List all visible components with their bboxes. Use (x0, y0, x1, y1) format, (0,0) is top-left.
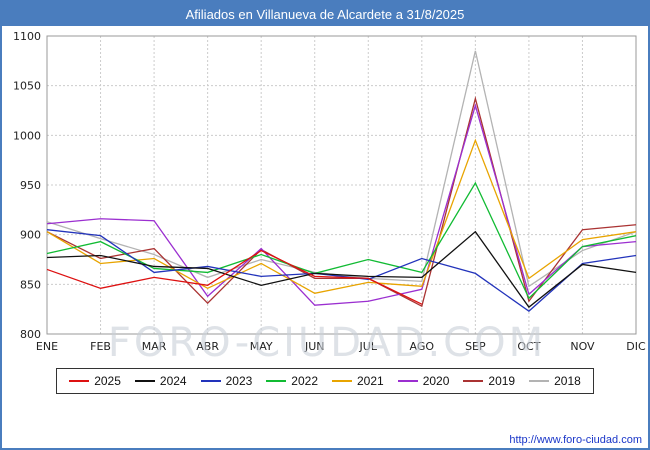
legend-label-2025: 2025 (94, 374, 121, 388)
legend-swatch-2023 (200, 380, 221, 382)
series-line-2024 (46, 230, 637, 309)
svg-text:AGO: AGO (410, 340, 435, 353)
legend-swatch-2018 (529, 380, 550, 382)
svg-text:950: 950 (20, 179, 41, 192)
legend-item-2022: 2022 (266, 374, 318, 388)
chart-area: 800 850 900 950 1000 1050 1100 ENE FEB MAR ABR MAY J… (2, 26, 648, 366)
legend-item-2024: 2024 (134, 374, 187, 388)
chart-title: Afiliados en Villanueva de Alcardete a 3… (185, 6, 465, 22)
legend-item-2019: 2019 (463, 374, 515, 388)
svg-text:850: 850 (20, 278, 41, 291)
legend-swatch-2024 (134, 380, 155, 382)
legend-item-2020: 2020 (397, 374, 450, 388)
legend-item-2023: 2023 (200, 374, 253, 388)
legend-label-2024: 2024 (159, 374, 187, 388)
svg-text:JUN: JUN (304, 340, 325, 353)
chart-legend: 2025 2024 2023 2022 2021 2020 2019 2018 (56, 368, 594, 394)
legend-item-2018: 2018 (529, 374, 581, 388)
legend-label-2023: 2023 (225, 374, 253, 388)
svg-text:DIC: DIC (626, 340, 646, 353)
chart-svg: 800 850 900 950 1000 1050 1100 ENE FEB MAR ABR MAY J… (13, 30, 646, 353)
legend-swatch-2025 (69, 380, 90, 382)
svg-text:900: 900 (20, 229, 41, 242)
series-line-2023 (46, 229, 637, 312)
svg-text:MAR: MAR (142, 340, 167, 353)
legend-swatch-2019 (463, 380, 484, 382)
svg-text:1000: 1000 (13, 129, 41, 142)
legend-label-2018: 2018 (554, 374, 581, 388)
svg-text:FEB: FEB (90, 340, 111, 353)
legend-row: 2025 2024 2023 2022 2021 2020 2019 2018 (2, 368, 648, 394)
legend-swatch-2020 (397, 380, 418, 382)
svg-text:ABR: ABR (196, 340, 219, 353)
legend-swatch-2022 (266, 380, 287, 382)
series-line-2021 (46, 138, 637, 294)
source-url[interactable]: http://www.foro-ciudad.com (509, 434, 642, 446)
svg-text:800: 800 (20, 328, 41, 341)
svg-text:1100: 1100 (13, 30, 41, 43)
series-line-2020 (46, 103, 637, 306)
legend-item-2025: 2025 (69, 374, 121, 388)
legend-label-2020: 2020 (422, 374, 450, 388)
legend-label-2022: 2022 (291, 374, 318, 388)
svg-text:ENE: ENE (36, 340, 58, 353)
svg-text:MAY: MAY (250, 340, 273, 353)
legend-label-2019: 2019 (488, 374, 516, 388)
svg-text:OCT: OCT (517, 340, 540, 353)
legend-label-2021: 2021 (357, 374, 384, 388)
chart-title-bar: Afiliados en Villanueva de Alcardete a 3… (2, 2, 648, 26)
svg-text:1050: 1050 (13, 80, 41, 93)
legend-swatch-2021 (332, 380, 352, 382)
legend-item-2021: 2021 (332, 374, 384, 388)
svg-text:NOV: NOV (570, 340, 595, 353)
svg-text:JUL: JUL (359, 340, 378, 353)
svg-text:SEP: SEP (465, 340, 486, 353)
series-line-2025 (46, 249, 423, 305)
